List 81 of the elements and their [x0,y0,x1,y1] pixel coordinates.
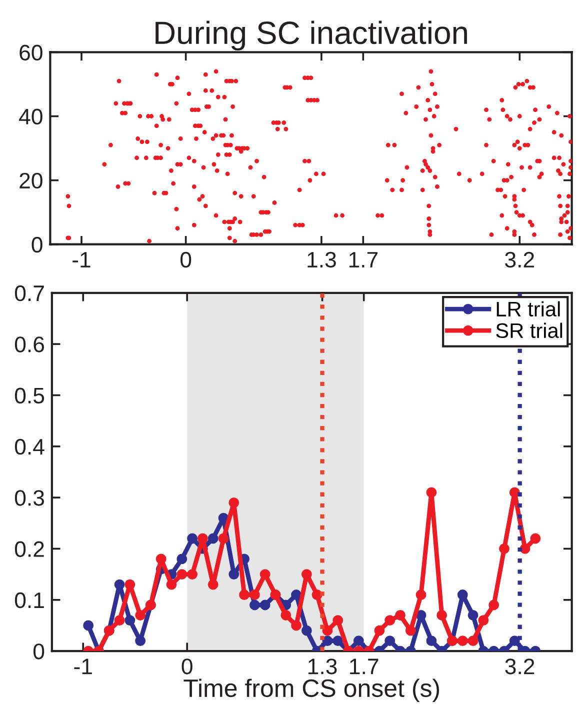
y-tick-label: 0.7 [14,285,44,302]
point [291,590,302,600]
point [208,579,218,590]
point [312,590,322,600]
x-tick-label: 1.7 [350,658,378,674]
point [468,636,478,646]
point [426,636,437,646]
x-tick-label: 1.3 [308,658,337,674]
point [135,636,146,646]
point [520,544,530,554]
point [176,554,188,564]
point [124,615,136,626]
point [322,625,333,636]
point [416,590,426,600]
point [530,533,541,544]
x-tick-label: 3.2 [505,252,534,268]
point [249,590,260,600]
legend-label: LR trial [496,301,560,317]
y-tick-label: 0 [33,644,44,660]
point [301,569,312,580]
x-tick-label: -1 [74,658,92,674]
point [509,487,520,498]
point [228,497,240,508]
point [280,610,292,620]
y-tick-label: 0.2 [14,541,44,557]
point [384,636,396,646]
point [301,625,312,636]
x-tick-label: 0 [180,252,192,268]
point [166,579,177,590]
point [135,610,146,620]
x-tick-label: 0 [182,658,192,674]
y-tick-label: 0.6 [14,336,44,352]
point [124,579,136,590]
point [187,569,198,580]
point [228,569,240,580]
point [249,600,260,610]
point [208,533,218,544]
y-tick-label: 0.1 [14,592,44,608]
y-tick-label: 0.3 [14,490,44,506]
point [114,615,125,626]
point [488,600,500,610]
point [436,610,448,620]
y-tick-label: 20 [20,172,42,189]
point [260,569,270,580]
point [374,625,385,636]
y-tick-label: 0 [32,236,42,253]
point [332,615,344,626]
point [457,636,468,646]
point [218,533,229,544]
legend-label: SR trial [496,322,562,338]
point [291,620,302,631]
point [83,620,94,631]
point [239,590,250,600]
y-tick-label: 40 [19,108,42,125]
point [114,579,125,590]
x-axis-title: Time from CS onset (s) [184,678,440,702]
point [457,590,468,600]
point [395,610,406,620]
point [156,554,166,564]
point [332,636,344,646]
x-tick-label: 3.2 [505,658,534,674]
y-tick-label: 0.4 [14,438,44,455]
x-tick-label: 1.7 [349,252,378,268]
point [176,569,188,580]
y-tick-label: 0.5 [14,388,44,404]
point [499,544,510,554]
point [405,625,416,636]
y-tick-label: 60 [20,44,42,60]
x-tick-label: 1.3 [308,252,336,268]
point [478,615,489,626]
point [322,636,333,646]
point [384,615,396,626]
point [197,533,208,544]
point [187,533,198,544]
point [260,600,270,610]
chart-title: During SC inactivation [156,20,467,50]
point [468,610,478,620]
point [353,636,364,646]
x-tick-label: -1 [72,252,90,268]
point [509,636,520,646]
point [426,487,437,498]
